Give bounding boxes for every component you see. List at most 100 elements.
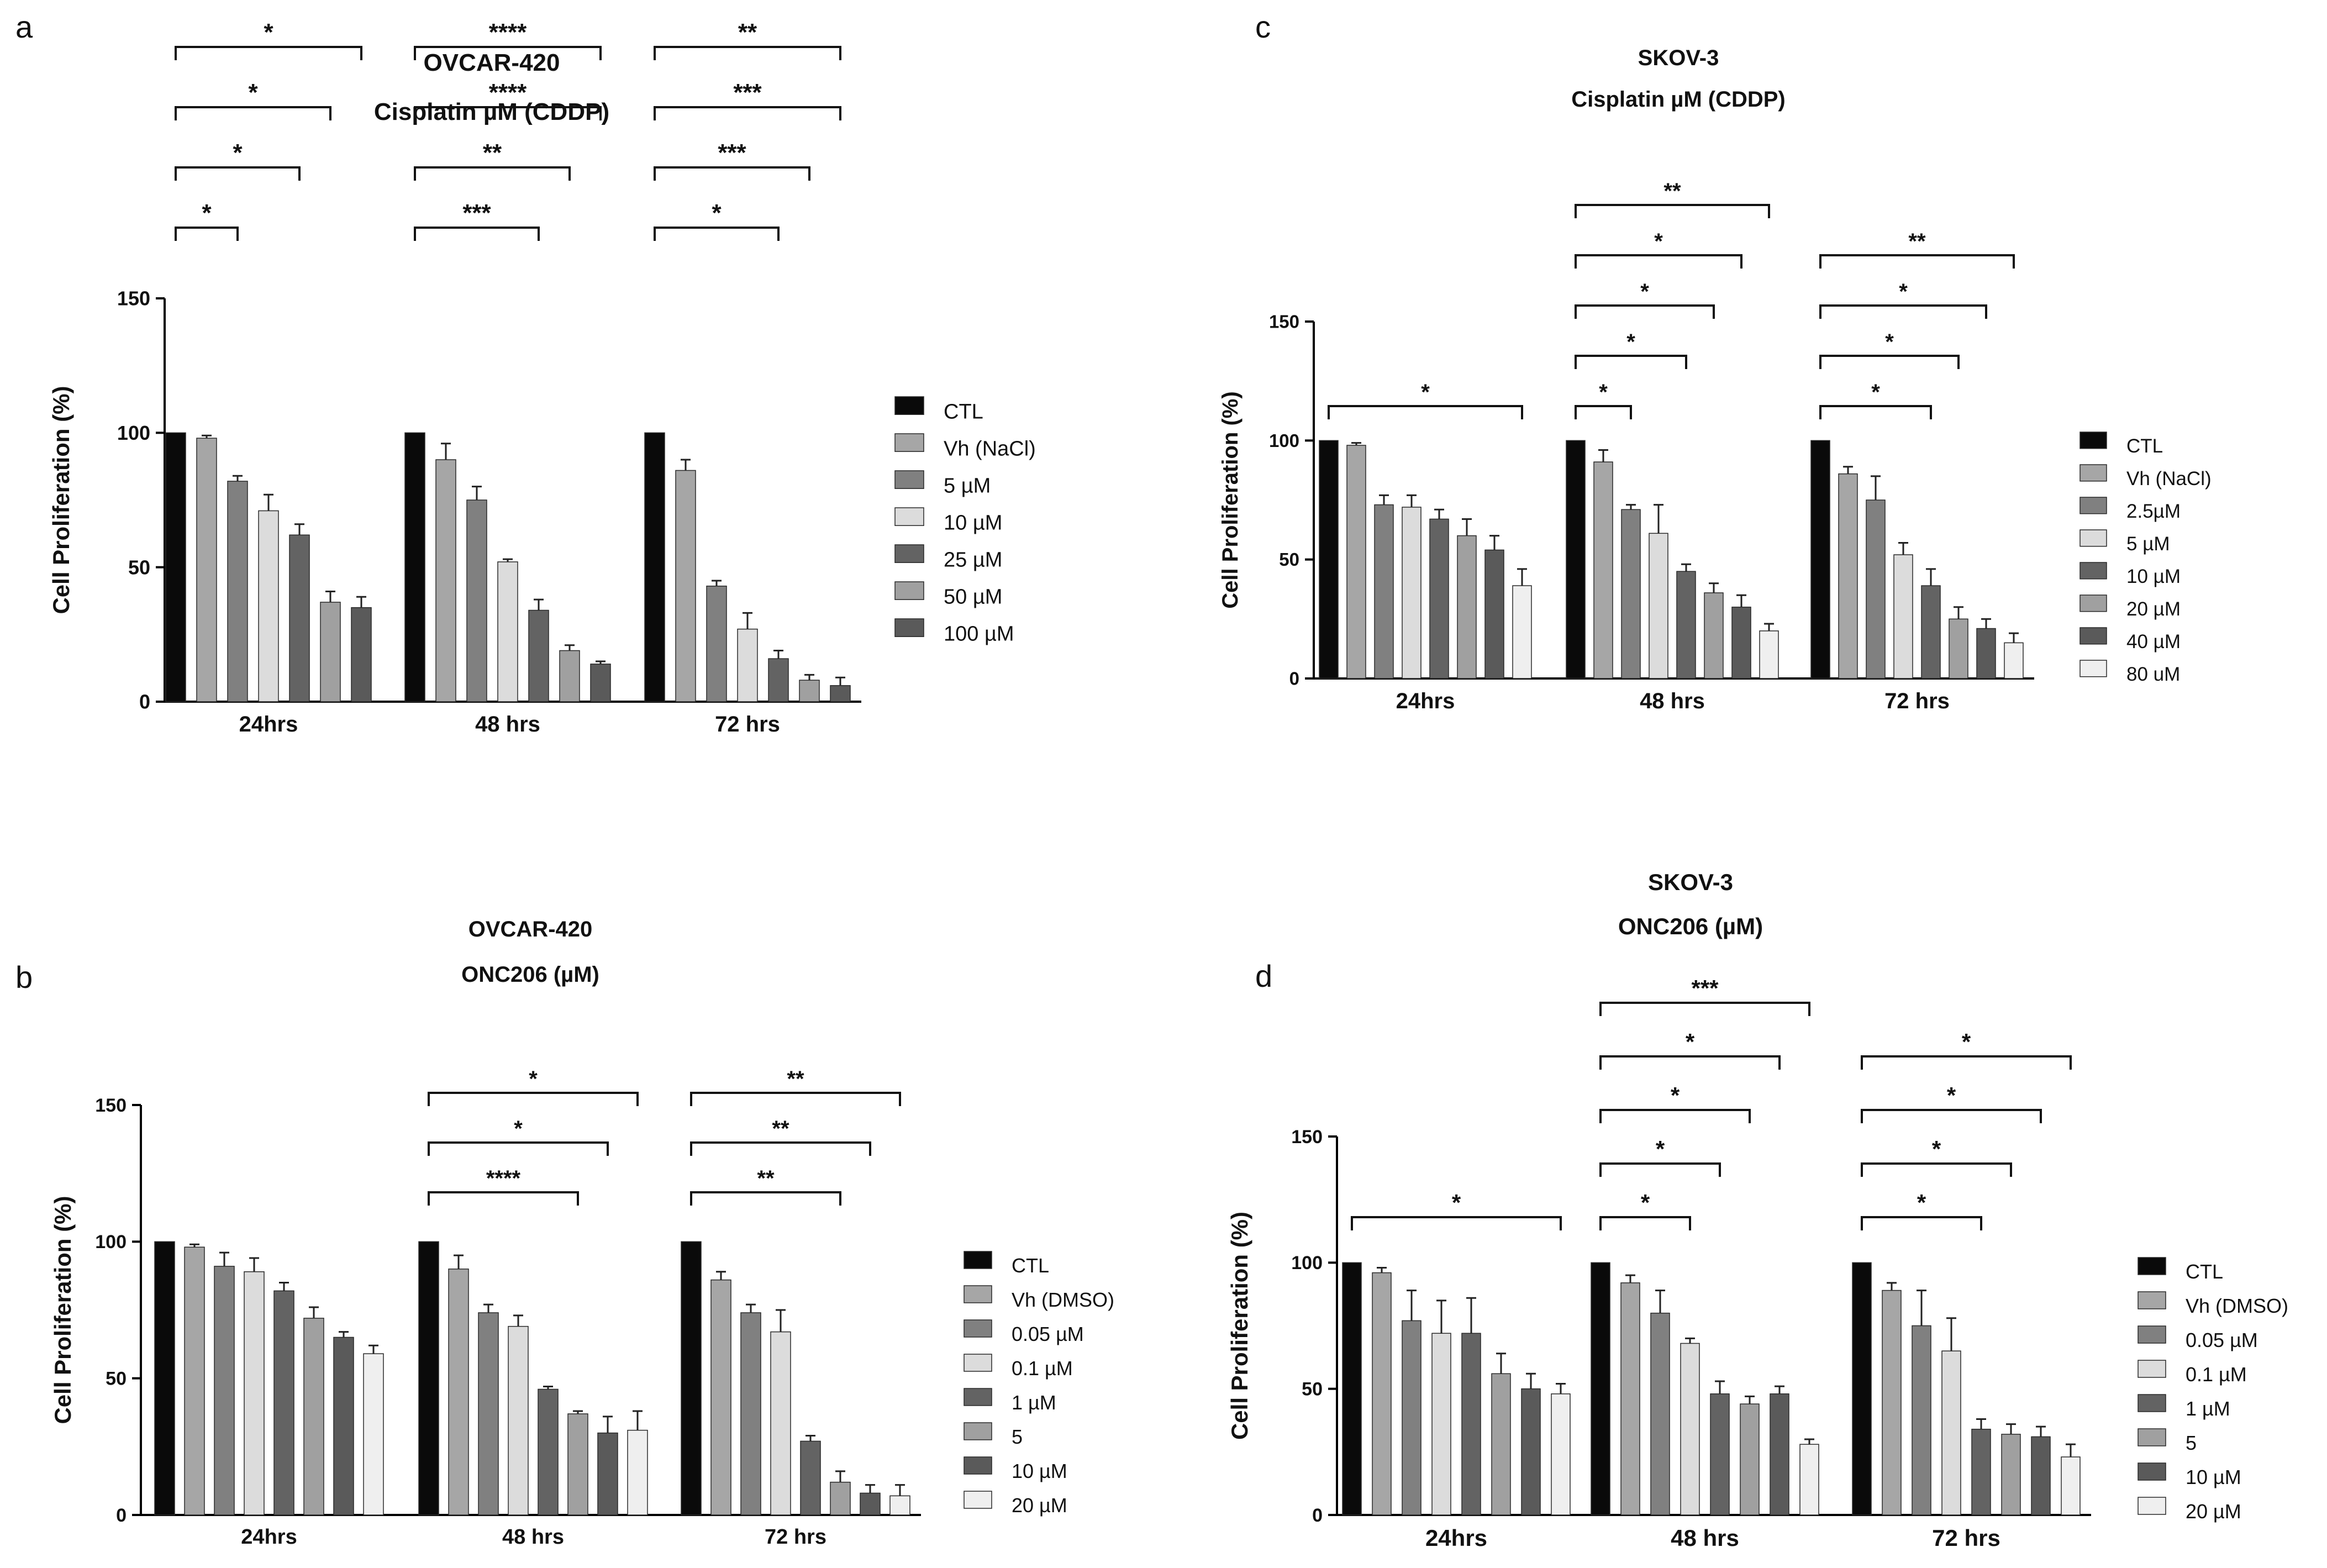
legend-swatch xyxy=(894,581,924,600)
chart-title: SKOV-3 xyxy=(1648,869,1733,895)
bar xyxy=(508,1325,529,1516)
significance-label: ** xyxy=(738,19,757,46)
legend: CTL Vh (DMSO) 0.05 µM 0.1 µM 1 µM 5 10 µM 20 µM xyxy=(2138,1257,2288,1523)
bar xyxy=(737,628,758,702)
legend-label: Vh (NaCl) xyxy=(944,438,1036,461)
significance-label: * xyxy=(202,199,212,227)
panel-label: a xyxy=(15,9,33,44)
significance-label: ** xyxy=(1908,229,1926,254)
bar xyxy=(1866,499,1886,679)
x-tick-label: 48 hrs xyxy=(475,712,540,736)
bar xyxy=(710,1279,731,1516)
y-tick-label: 150 xyxy=(1269,312,1299,332)
bar xyxy=(418,1241,439,1516)
legend: CTL Vh (NaCl) 5 µM 10 µM 25 µM 50 µM 100 µM xyxy=(894,396,1036,646)
x-tick-label: 72 hrs xyxy=(1884,689,1950,713)
x-tick-label: 24hrs xyxy=(1425,1525,1487,1551)
legend-swatch xyxy=(2138,1428,2166,1446)
legend-label: 10 µM xyxy=(2186,1466,2241,1488)
significance-label: ** xyxy=(757,1166,775,1191)
legend: CTL Vh (DMSO) 0.05 µM 0.1 µM 1 µM 5 10 µM 20 µM xyxy=(964,1251,1114,1517)
y-tick-label: 0 xyxy=(1289,669,1299,689)
legend-swatch xyxy=(2138,1257,2166,1275)
legend-swatch xyxy=(964,1285,992,1303)
legend-label: 20 µM xyxy=(2126,598,2181,620)
bar xyxy=(1521,1388,1541,1516)
significance-bracket xyxy=(175,227,239,241)
bar xyxy=(768,658,789,702)
bar xyxy=(1429,518,1449,679)
bar xyxy=(1649,533,1668,679)
significance-bracket xyxy=(414,46,602,60)
significance-label: * xyxy=(1640,280,1649,304)
bar xyxy=(466,499,487,702)
bar xyxy=(627,1429,648,1516)
bar xyxy=(448,1269,469,1516)
bar xyxy=(1770,1393,1789,1516)
legend-swatch xyxy=(964,1456,992,1475)
legend-swatch xyxy=(964,1388,992,1406)
bar xyxy=(1402,1320,1422,1516)
bar xyxy=(1852,1262,1872,1516)
significance-bracket xyxy=(1819,304,1987,319)
bar xyxy=(799,680,820,702)
y-tick-label: 150 xyxy=(1291,1127,1323,1148)
bar xyxy=(860,1492,881,1516)
bar xyxy=(567,1413,588,1516)
significance-bracket xyxy=(1575,304,1715,319)
legend-label: 25 µM xyxy=(944,549,1002,572)
bar xyxy=(2031,1436,2051,1516)
legend-swatch xyxy=(894,618,924,637)
bar xyxy=(1593,461,1613,679)
significance-bracket xyxy=(1575,355,1687,369)
x-tick-label: 48 hrs xyxy=(502,1525,564,1549)
legend-swatch xyxy=(894,433,924,452)
legend-swatch xyxy=(894,544,924,563)
significance-bracket xyxy=(1861,1109,2042,1123)
legend-label: CTL xyxy=(1012,1254,1049,1277)
significance-label: *** xyxy=(1691,975,1719,1001)
bar xyxy=(1372,1272,1392,1516)
bar xyxy=(154,1241,175,1516)
y-tick-label: 150 xyxy=(117,287,150,310)
y-tick-label: 50 xyxy=(1302,1379,1323,1400)
x-tick-label: 72 hrs xyxy=(765,1525,826,1549)
chart-subtitle: Cisplatin µM (CDDP) xyxy=(374,98,609,125)
chart-subtitle: ONC206 (µM) xyxy=(461,962,599,987)
bar xyxy=(1838,473,1858,679)
significance-label: * xyxy=(1452,1190,1461,1216)
significance-label: * xyxy=(712,199,722,227)
legend-swatch xyxy=(894,507,924,526)
legend-label: 5 xyxy=(2186,1432,2197,1454)
significance-bracket xyxy=(414,227,540,241)
bar xyxy=(1676,571,1696,679)
significance-bracket xyxy=(175,46,362,60)
bar xyxy=(770,1331,791,1516)
significance-bracket xyxy=(690,1141,871,1156)
y-axis-label: Cell Proliferation (%) xyxy=(48,386,74,614)
legend-swatch xyxy=(894,396,924,415)
significance-label: * xyxy=(1917,1190,1926,1216)
legend-label: 20 µM xyxy=(2186,1500,2241,1523)
legend-label: 0.05 µM xyxy=(2186,1329,2258,1351)
significance-label: * xyxy=(514,1117,523,1141)
bar xyxy=(333,1337,354,1516)
bar xyxy=(538,1388,559,1516)
legend-label: 2.5µM xyxy=(2126,501,2181,522)
significance-label: *** xyxy=(718,139,746,166)
x-tick-label: 48 hrs xyxy=(1640,689,1705,713)
bar xyxy=(1402,507,1422,679)
bar xyxy=(1461,1333,1481,1516)
bar xyxy=(1566,440,1586,679)
bar xyxy=(528,609,549,702)
bar xyxy=(258,510,279,702)
legend-swatch xyxy=(964,1251,992,1269)
x-tick-label: 24hrs xyxy=(239,712,298,736)
legend-swatch xyxy=(964,1422,992,1440)
significance-bracket xyxy=(1575,405,1632,419)
significance-label: * xyxy=(1885,330,1894,354)
legend-swatch xyxy=(2079,432,2107,449)
bar xyxy=(1882,1290,1902,1516)
legend-label: 5 µM xyxy=(944,475,991,498)
bar xyxy=(214,1266,235,1516)
